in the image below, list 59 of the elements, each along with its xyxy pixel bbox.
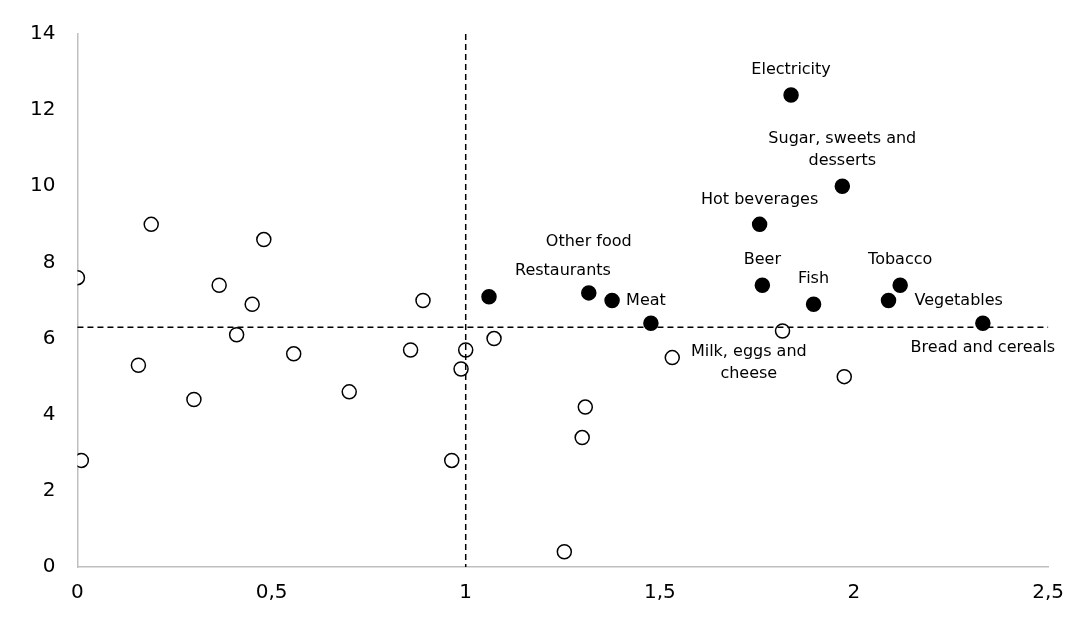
annotation: Bread and cereals (910, 337, 1056, 357)
point (443, 452, 460, 469)
y-tick-label: 12 (30, 96, 56, 121)
point (415, 292, 431, 309)
point (574, 429, 590, 446)
annotation: Tobacco (867, 249, 933, 269)
x-tick-label: 2,5 (1032, 579, 1064, 604)
point (143, 216, 159, 233)
point (892, 277, 908, 294)
y-tick-label: 8 (42, 248, 56, 273)
annotation: Hot beverages (701, 188, 819, 208)
point (211, 277, 227, 294)
point (341, 384, 357, 400)
point (805, 296, 822, 313)
point (577, 399, 594, 415)
annotation: Beer (743, 249, 782, 269)
y-tick-label: 14 (30, 20, 56, 45)
point (256, 231, 272, 248)
x-tick-label: 0,5 (255, 579, 288, 604)
point (664, 349, 681, 366)
point (228, 327, 245, 343)
annotation: Vegetables (914, 289, 1003, 309)
point (285, 346, 302, 362)
x-tick-label: 1 (459, 579, 473, 604)
point (834, 178, 851, 195)
y-tick-label: 4 (42, 400, 56, 425)
x-tick-label: 2 (847, 579, 861, 604)
x-tick-label: 0 (71, 579, 84, 604)
y-tick-label: 2 (42, 477, 56, 502)
annotation: Restaurants (515, 259, 611, 279)
point (751, 216, 768, 233)
annotation: Other food (545, 231, 632, 251)
point (481, 288, 497, 305)
point (604, 292, 620, 309)
point (581, 285, 597, 301)
point (244, 296, 260, 313)
y-tick-label: 6 (42, 324, 56, 349)
point (402, 342, 419, 358)
point (774, 323, 791, 339)
point (783, 87, 799, 103)
point (836, 368, 853, 385)
point (486, 330, 502, 347)
annotation: Fish (798, 268, 830, 288)
point (186, 391, 202, 408)
point (130, 357, 147, 373)
point (453, 361, 469, 377)
annotation: Electricity (751, 59, 831, 79)
point (457, 342, 474, 358)
annotation: Milk, eggs and cheese (690, 341, 807, 383)
x-tick-label: 1,5 (643, 579, 676, 604)
y-tick-label: 0 (42, 553, 56, 578)
point (754, 277, 771, 294)
y-tick-label: 10 (30, 172, 56, 197)
point (556, 544, 573, 560)
point (643, 315, 659, 332)
annotation: Sugar, sweets and desserts (768, 128, 917, 170)
point (880, 292, 897, 309)
point (975, 315, 991, 332)
annotation: Meat (626, 289, 666, 309)
